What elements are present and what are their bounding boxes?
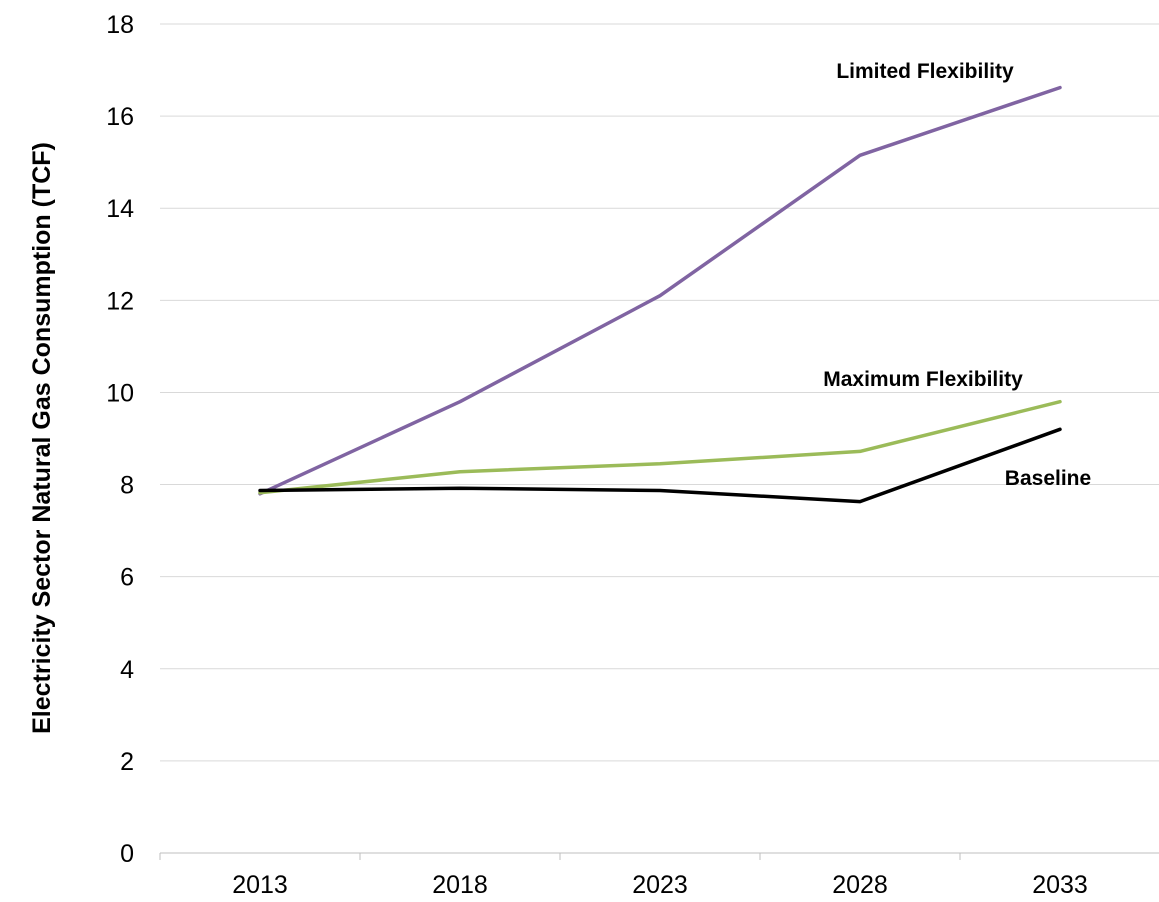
y-tick-label: 18 xyxy=(106,11,134,39)
y-tick-labels: 0 2 4 6 8 10 12 14 16 18 xyxy=(106,11,134,868)
series-label-baseline: Baseline xyxy=(1005,467,1091,490)
y-tick-label: 14 xyxy=(106,195,134,223)
series-label-limited-flexibility: Limited Flexibility xyxy=(836,60,1014,83)
series-lines xyxy=(258,85,1062,504)
y-tick-label: 10 xyxy=(106,379,134,407)
y-tick-label: 4 xyxy=(120,656,134,684)
series-line-limited-flexibility xyxy=(258,85,1062,496)
y-tick-label: 8 xyxy=(120,472,134,500)
series-label-maximum-flexibility: Maximum Flexibility xyxy=(823,368,1023,391)
y-axis-label: Electricity Sector Natural Gas Consumpti… xyxy=(28,142,56,734)
x-tick-label: 2033 xyxy=(1032,871,1088,899)
x-tick-label: 2028 xyxy=(832,871,888,899)
y-tick-label: 12 xyxy=(106,287,134,315)
x-tick-labels: 2013 2018 2023 2028 2033 xyxy=(232,871,1088,899)
y-tick-label: 2 xyxy=(120,748,134,776)
series-line-baseline xyxy=(258,427,1062,504)
gridlines xyxy=(160,23,1159,762)
y-tick-label: 6 xyxy=(120,564,134,592)
series-line-maximum-flexibility xyxy=(258,399,1062,495)
x-tick-label: 2018 xyxy=(432,871,488,899)
series-labels: Limited Flexibility Maximum Flexibility … xyxy=(823,60,1091,490)
x-tick-label: 2023 xyxy=(632,871,688,899)
axes xyxy=(159,852,1159,860)
x-tick-label: 2013 xyxy=(232,871,288,899)
y-tick-label: 16 xyxy=(106,103,134,131)
y-tick-label: 0 xyxy=(120,840,134,868)
